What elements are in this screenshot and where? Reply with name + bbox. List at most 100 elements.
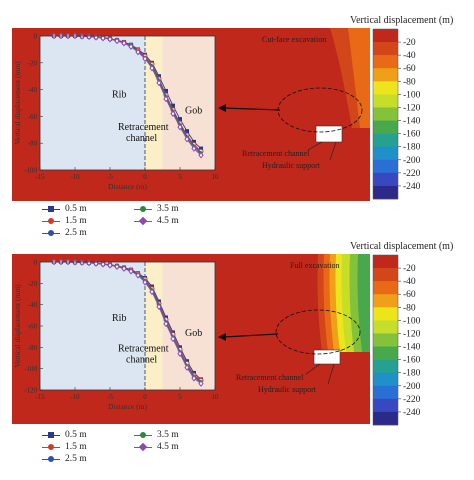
colorbar-swatch	[373, 68, 398, 82]
rib-region	[40, 262, 145, 390]
series-point-4	[163, 320, 169, 328]
x-tick-label: 5	[178, 173, 182, 181]
pointer-arrowhead	[218, 333, 226, 341]
legend-label: 0.5 m	[65, 204, 87, 214]
colorbar-label: -180	[403, 143, 421, 153]
contour-band	[357, 254, 370, 352]
region-label-channel: channel	[126, 133, 157, 144]
y-tick-label: -20	[28, 59, 38, 67]
colorbar-swatch	[373, 120, 398, 134]
series-point-4	[121, 39, 127, 47]
colorbar-swatch	[373, 146, 398, 161]
annotations: Full excavation Retracement channel Hydrau…	[218, 261, 361, 394]
colorbar-label: -220	[403, 395, 421, 405]
colorbar-label: -120	[403, 103, 421, 113]
channel-region	[145, 262, 163, 390]
region-label-channel: Retracement	[118, 122, 169, 133]
legend-item-3: 3.5 m	[134, 430, 179, 440]
annotation-excavation: Full excavation	[290, 261, 340, 270]
series-point-4	[114, 37, 120, 45]
series-point-4	[149, 288, 155, 296]
legend-item-0: 0.5 m	[42, 430, 87, 440]
colorbar-label: -100	[403, 90, 421, 100]
y-tick-label: -80	[28, 344, 38, 352]
x-tick-label: 0	[143, 173, 147, 181]
x-tick-label: 10	[212, 393, 220, 401]
colorbar-swatch	[373, 359, 398, 373]
colorbar: -20 -40 -60 -80 -100 -120 -140 -160 -180 -200 -220…	[372, 254, 421, 426]
legend-label: 0.5 m	[65, 430, 87, 440]
series-point-4	[100, 261, 106, 268]
plot-frame	[39, 35, 216, 171]
y-tick-label: -80	[28, 140, 38, 148]
legend-label: 3.5 m	[157, 430, 179, 440]
region-label-rib: Rib	[112, 90, 126, 101]
y-tick-label: -100	[24, 167, 37, 175]
legend-item-4: 4.5 m	[134, 216, 179, 226]
y-tick-label: -40	[28, 86, 38, 94]
region-label-channel: Retracement	[118, 344, 169, 355]
y-tick-label: -60	[28, 113, 38, 121]
annotation-excavation: Cut-face excavation	[262, 35, 326, 44]
colorbar-swatch	[373, 94, 398, 108]
rib-region	[40, 36, 145, 170]
legend-item-4: 4.5 m	[134, 442, 179, 452]
series-point-4	[114, 263, 120, 270]
series-point-4	[184, 135, 190, 143]
colorbar-label: -120	[403, 329, 421, 339]
leader-line	[307, 141, 323, 151]
x-tick-label: -10	[70, 393, 80, 401]
series-point-4	[135, 48, 141, 56]
series-point-4	[121, 265, 127, 272]
series-point-0	[199, 146, 203, 151]
series-point-4	[142, 278, 148, 286]
colorbar-label: -160	[403, 356, 421, 366]
panel-top: Rib Retracement channel Gob -15 -10 -5 0 5 10 0 -20…	[12, 15, 453, 238]
colorbar-label: -140	[403, 117, 421, 127]
x-tick-label: -5	[107, 393, 113, 401]
series-point-4	[170, 335, 176, 343]
x-tick-label: -5	[107, 173, 113, 181]
colorbar-swatch	[373, 372, 398, 387]
legend-item-1: 1.5 m	[42, 442, 87, 452]
colorbar-swatch	[373, 385, 398, 400]
series-point-4	[156, 79, 162, 87]
colorbar-label: -180	[403, 369, 421, 379]
series-point-0	[164, 88, 168, 93]
colorbar-swatch	[373, 398, 398, 413]
colorbar-swatch	[373, 255, 398, 269]
series-point-0	[185, 129, 189, 134]
colorbar-label: -100	[403, 316, 421, 326]
legend-item-2: 2.5 m	[42, 228, 87, 238]
region-label-gob: Gob	[185, 106, 202, 117]
x-tick-label: 5	[178, 393, 182, 401]
panel-bottom: Rib Retracement channel Gob -15 -10 -5 0 5 10 0 -20…	[0, 240, 474, 480]
series-point-4	[177, 350, 183, 358]
y-axis-label: Vertical displacement (mm)	[13, 284, 22, 368]
annotation-hydraulic-support: Hydraulic support	[262, 161, 321, 170]
legend-item-2: 2.5 m	[42, 454, 87, 464]
series-line-4	[54, 261, 202, 384]
series-point-4	[128, 267, 134, 275]
series-point-0	[171, 103, 175, 108]
series-point-4	[107, 35, 113, 43]
series-point-4	[107, 262, 113, 269]
legend-label: 3.5 m	[157, 204, 179, 214]
x-axis-label: Distance (m)	[108, 402, 147, 411]
legend-item-0: 0.5 m	[42, 204, 87, 214]
annotations: Cut-face excavation Retracement channel Hy…	[218, 35, 363, 170]
series-point-4	[79, 33, 85, 40]
series-point-4	[198, 151, 204, 159]
series-point-0	[178, 117, 182, 122]
colorbar-swatch	[373, 159, 398, 174]
colorbar-label: -240	[403, 182, 421, 192]
series-point-0	[192, 139, 196, 144]
gob-region	[162, 36, 215, 170]
y-tick-label: -60	[28, 323, 38, 331]
x-tick-label: 0	[143, 393, 147, 401]
colorbar-label: -200	[403, 382, 421, 392]
colorbar-label: -220	[403, 169, 421, 179]
series-point-0	[157, 74, 161, 79]
legend-item-3: 3.5 m	[134, 204, 179, 214]
